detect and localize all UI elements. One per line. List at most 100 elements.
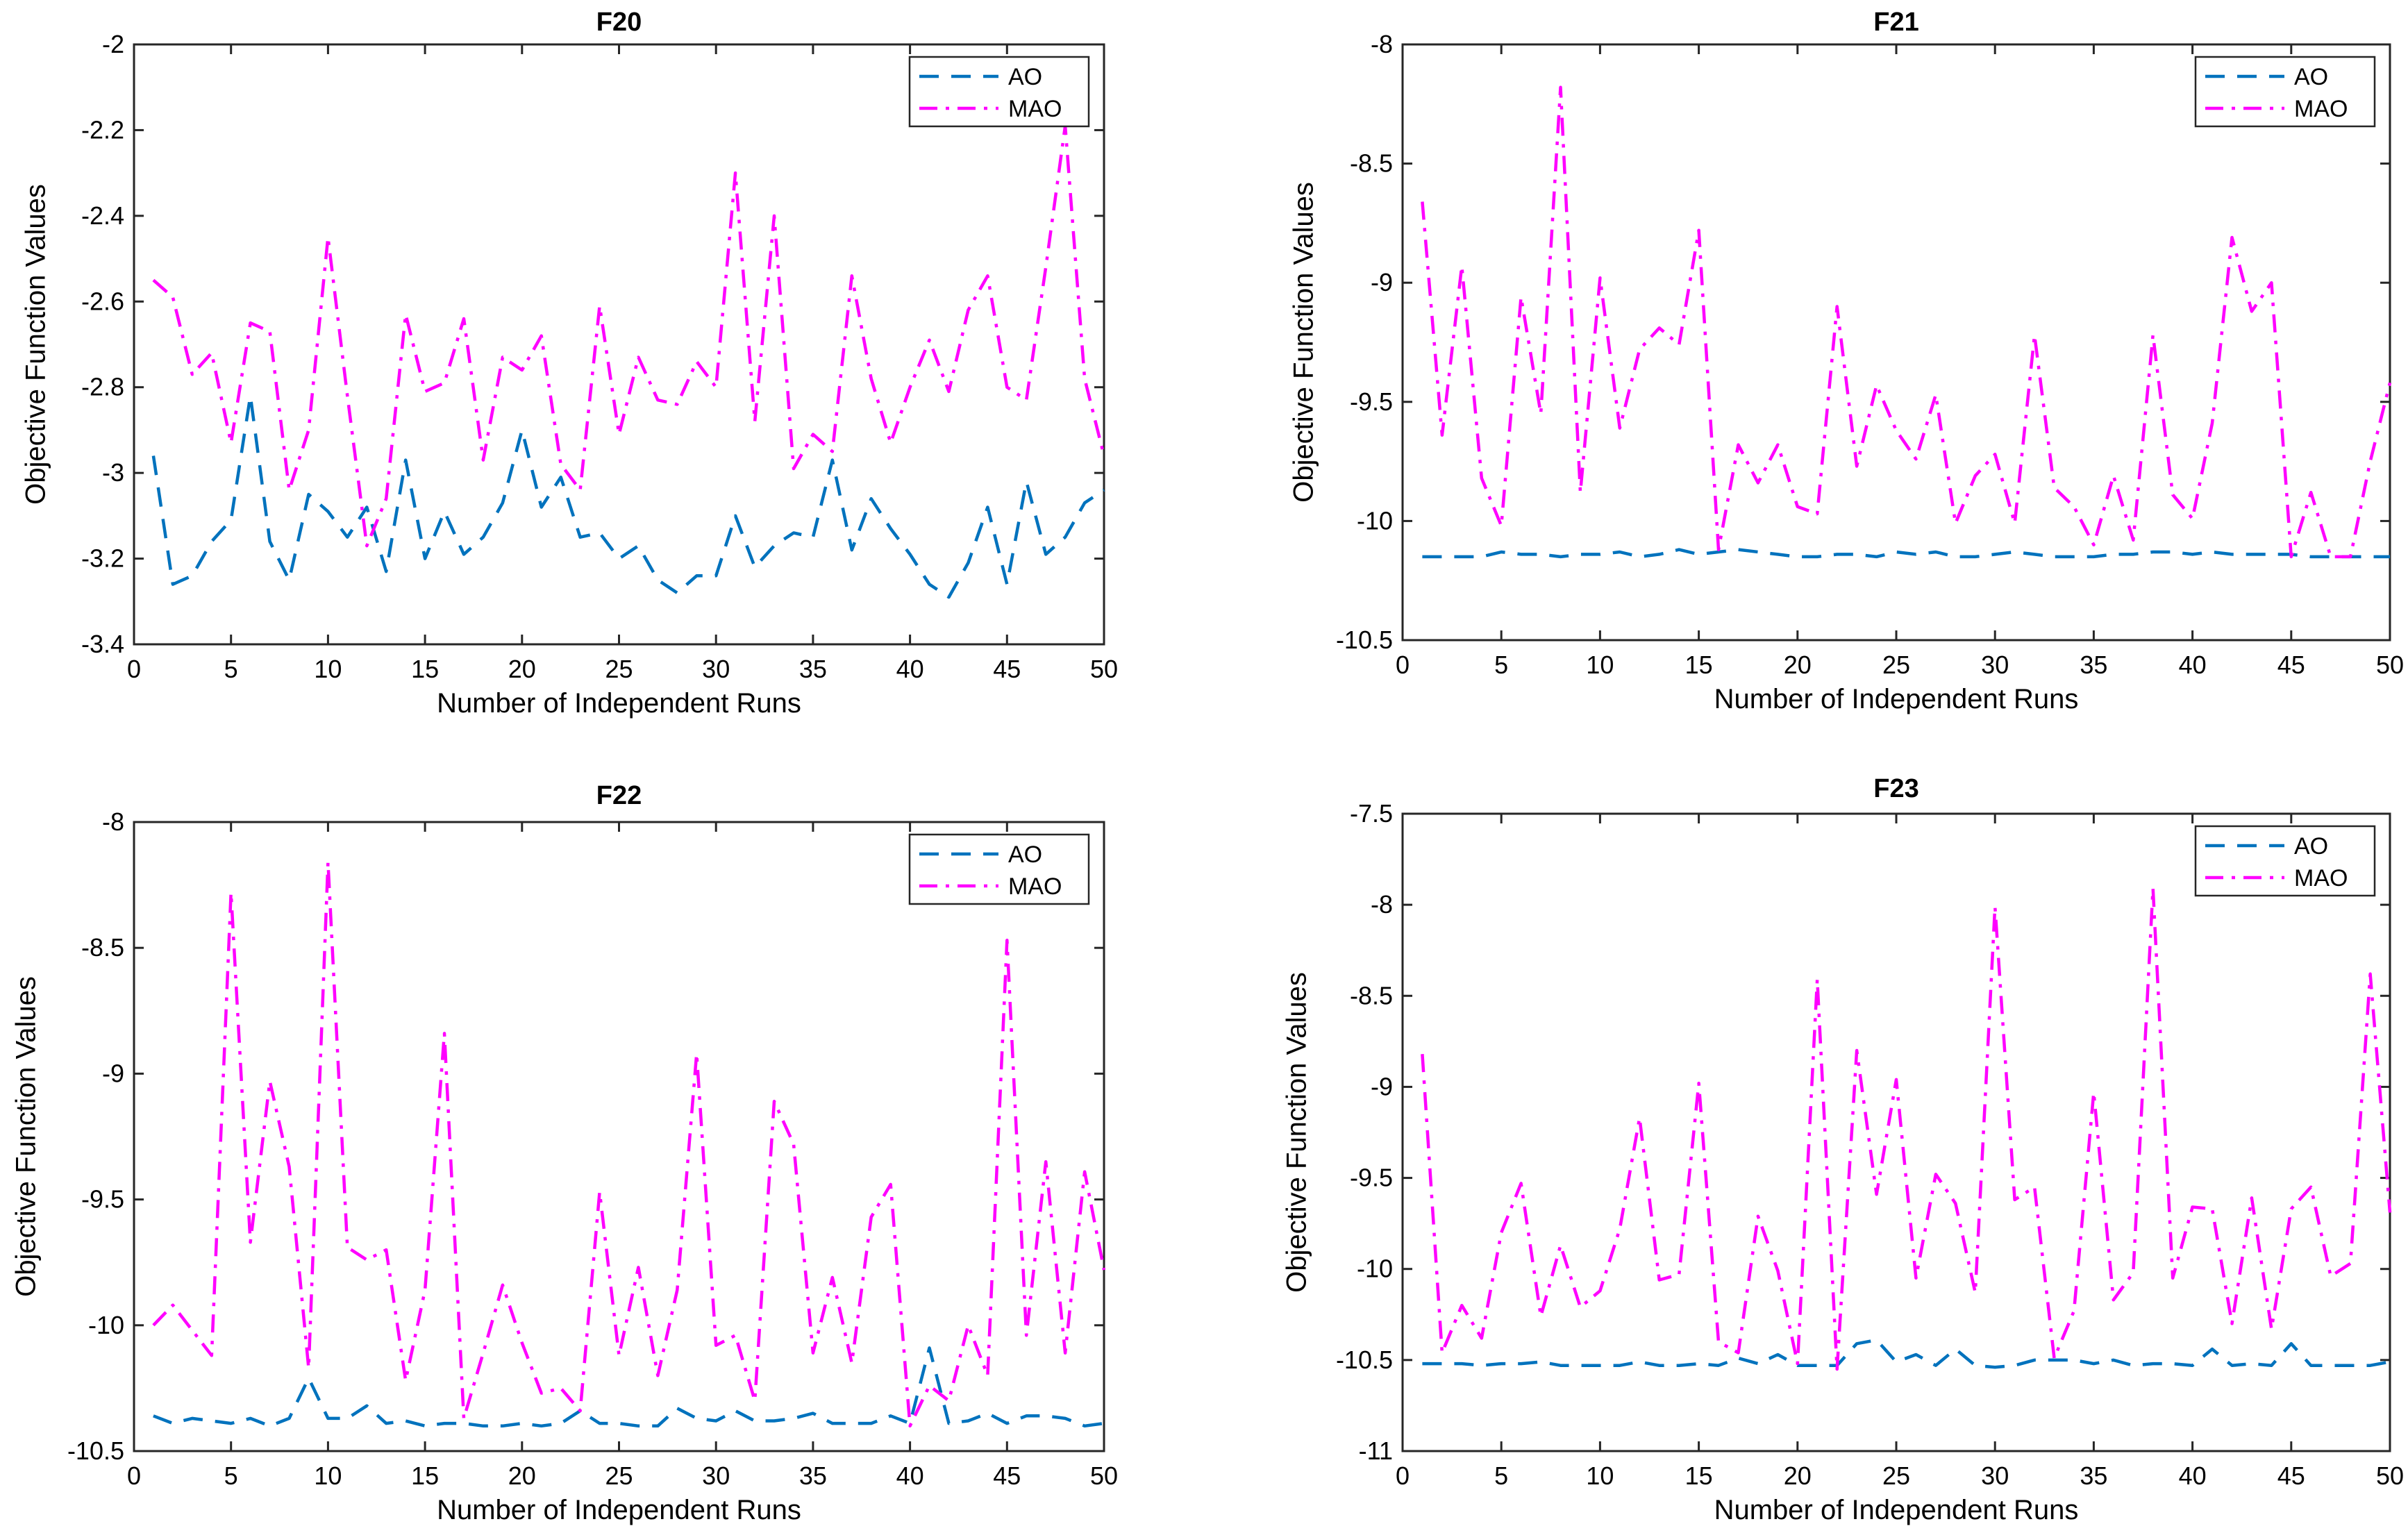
legend-label-mao: MAO bbox=[2294, 865, 2348, 891]
x-tick-label: 25 bbox=[605, 1461, 633, 1490]
x-axis-label: Number of Independent Runs bbox=[1714, 684, 2079, 714]
legend: AO MAO bbox=[908, 833, 1090, 905]
x-tick-label: 0 bbox=[1396, 651, 1410, 679]
legend-box bbox=[908, 56, 1090, 128]
x-tick-label: 35 bbox=[799, 655, 827, 683]
legend-label-mao: MAO bbox=[2294, 96, 2348, 122]
x-tick-label: 0 bbox=[127, 1461, 141, 1490]
x-tick-label: 35 bbox=[799, 1461, 827, 1490]
y-tick-label: -7.5 bbox=[1350, 799, 1393, 828]
x-tick-label: 40 bbox=[2179, 1461, 2207, 1490]
x-tick-label: 15 bbox=[411, 1461, 439, 1490]
x-axis-label: Number of Independent Runs bbox=[437, 688, 801, 719]
y-tick-label: -10 bbox=[1357, 506, 1393, 535]
y-tick-label: -9.5 bbox=[81, 1185, 124, 1214]
series-line-mao bbox=[152, 860, 1106, 1428]
legend: AO MAO bbox=[2194, 56, 2376, 128]
x-tick-label: 25 bbox=[1882, 1461, 1910, 1490]
x-tick-label: 10 bbox=[1586, 651, 1614, 679]
x-tick-label: 5 bbox=[224, 655, 238, 683]
x-tick-label: 0 bbox=[127, 655, 141, 683]
y-tick-label: -9 bbox=[102, 1059, 124, 1087]
x-tick-label: 20 bbox=[1784, 1461, 1812, 1490]
y-tick-label: -8 bbox=[1371, 890, 1393, 919]
y-tick-label: -8 bbox=[102, 807, 124, 836]
chart-title: F20 bbox=[596, 8, 642, 37]
x-tick-label: 40 bbox=[896, 655, 924, 683]
y-tick-label: -9 bbox=[1371, 1072, 1393, 1100]
y-tick-label: -2.6 bbox=[81, 287, 124, 315]
x-tick-label: 10 bbox=[314, 1461, 342, 1490]
y-tick-label: -8.5 bbox=[1350, 981, 1393, 1010]
y-tick-label: -10.5 bbox=[1336, 1346, 1393, 1374]
x-tick-label: 5 bbox=[1494, 1461, 1508, 1490]
series-line-ao bbox=[1422, 548, 2390, 559]
chart-panel-f20: 0 5 10 15 20 25 30 35 40 45 50 -3.4 -3.2 -3 -2.8 -2.6 -2… bbox=[21, 8, 1118, 719]
legend-label-mao: MAO bbox=[1008, 96, 1062, 122]
y-tick-label: -10.5 bbox=[1336, 626, 1393, 654]
y-tick-label: -11 bbox=[1359, 1436, 1393, 1465]
y-tick-label: -8.5 bbox=[1350, 149, 1393, 178]
x-tick-label: 40 bbox=[896, 1461, 924, 1490]
legend-box bbox=[908, 833, 1090, 905]
legend-label-ao: AO bbox=[2294, 833, 2328, 860]
x-tick-label: 25 bbox=[1882, 651, 1910, 679]
plot-area bbox=[133, 821, 1105, 1452]
x-tick-label: 20 bbox=[508, 1461, 536, 1490]
chart-panel-f21: 0 5 10 15 20 25 30 35 40 45 50 -10.5 -10 -9.5 -9 -8.5 -8… bbox=[1289, 8, 2404, 714]
y-tick-label: -3.4 bbox=[81, 630, 124, 658]
x-tick-label: 30 bbox=[702, 655, 730, 683]
x-axis-label: Number of Independent Runs bbox=[1714, 1495, 2079, 1525]
x-tick-label: 45 bbox=[993, 655, 1021, 683]
chart-title: F23 bbox=[1873, 774, 1918, 803]
x-tick-label: 0 bbox=[1396, 1461, 1410, 1490]
x-tick-label: 15 bbox=[1685, 1461, 1713, 1490]
x-tick-label: 50 bbox=[2376, 1461, 2404, 1490]
legend-box bbox=[2194, 825, 2376, 897]
y-tick-label: -9.5 bbox=[1350, 1164, 1393, 1192]
plot-area bbox=[1401, 43, 2391, 642]
chart-panel-f22: 0 5 10 15 20 25 30 35 40 45 50 -10.5 -10 -9.5 -9 -8.5 -8… bbox=[11, 781, 1118, 1525]
y-tick-label: -2.2 bbox=[81, 115, 124, 144]
y-tick-label: -8.5 bbox=[81, 933, 124, 962]
y-tick-label: -10 bbox=[1357, 1255, 1393, 1283]
chart-panel-f23: 0 5 10 15 20 25 30 35 40 45 50 -11 -10.5 -10 -9.5 -9 -8.… bbox=[1282, 774, 2404, 1525]
x-tick-label: 20 bbox=[1784, 651, 1812, 679]
x-tick-label: 10 bbox=[314, 655, 342, 683]
y-tick-label: -3.2 bbox=[81, 544, 124, 573]
y-tick-label: -9.5 bbox=[1350, 387, 1393, 416]
y-tick-label: -3 bbox=[102, 458, 124, 487]
chart-title: F22 bbox=[596, 781, 642, 810]
legend-label-mao: MAO bbox=[1008, 873, 1062, 900]
x-tick-label: 30 bbox=[1981, 651, 2009, 679]
y-axis-label: Objective Function Values bbox=[11, 976, 42, 1297]
plot-area bbox=[133, 43, 1105, 646]
y-tick-label: -8 bbox=[1371, 30, 1393, 58]
x-tick-label: 50 bbox=[2376, 651, 2404, 679]
x-tick-label: 35 bbox=[2080, 651, 2107, 679]
series-line-mao bbox=[152, 124, 1106, 548]
series-line-ao bbox=[153, 1346, 1105, 1428]
y-tick-label: -9 bbox=[1371, 268, 1393, 296]
x-tick-label: 15 bbox=[411, 655, 439, 683]
x-tick-label: 30 bbox=[702, 1461, 730, 1490]
chart-title: F21 bbox=[1873, 8, 1918, 37]
y-axis-label: Objective Function Values bbox=[1282, 972, 1312, 1293]
x-axis-label: Number of Independent Runs bbox=[437, 1495, 801, 1525]
legend-label-ao: AO bbox=[2294, 64, 2328, 90]
x-tick-label: 45 bbox=[2277, 651, 2305, 679]
x-tick-label: 25 bbox=[605, 655, 633, 683]
y-tick-label: -2.4 bbox=[81, 201, 124, 230]
y-tick-label: -10 bbox=[88, 1311, 124, 1339]
x-tick-label: 5 bbox=[224, 1461, 238, 1490]
x-tick-label: 40 bbox=[2179, 651, 2207, 679]
series-line-mao bbox=[1421, 85, 2392, 559]
y-tick-label: -2 bbox=[102, 30, 124, 58]
x-tick-label: 35 bbox=[2080, 1461, 2107, 1490]
x-tick-label: 50 bbox=[1090, 655, 1118, 683]
x-tick-label: 15 bbox=[1685, 651, 1713, 679]
series-line-ao bbox=[151, 394, 1105, 599]
legend-box bbox=[2194, 56, 2376, 128]
plot-area bbox=[1401, 812, 2391, 1452]
